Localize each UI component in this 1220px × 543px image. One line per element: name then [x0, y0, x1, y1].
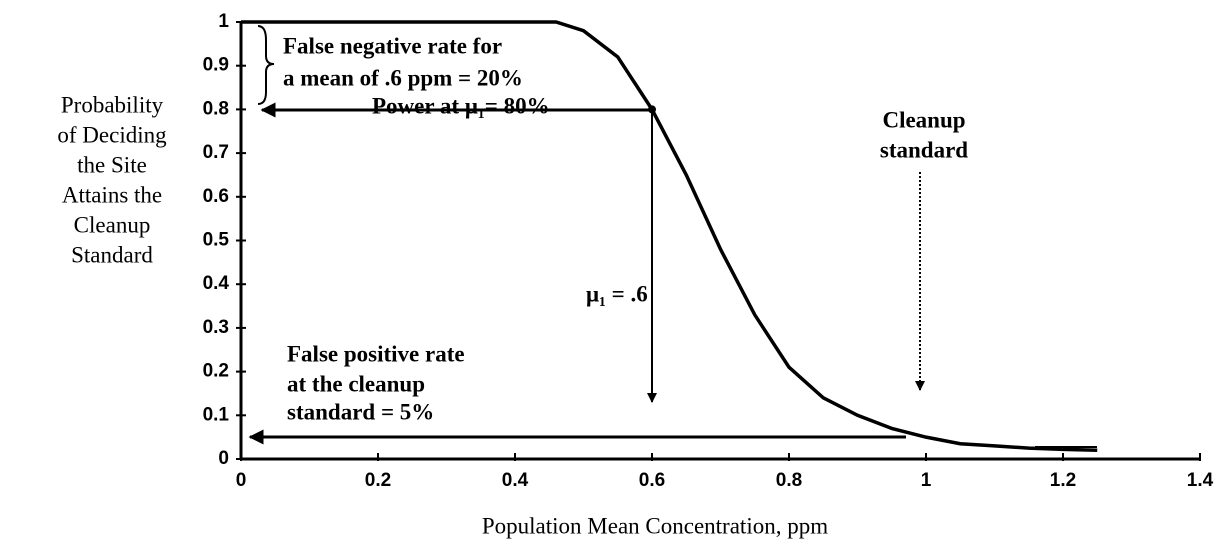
y-tick-label: 0.1	[203, 404, 230, 425]
y-tick-label: 1	[218, 11, 229, 32]
annotation: standard	[880, 137, 968, 162]
curve	[241, 20, 1098, 453]
y-axis-label: the Site	[77, 152, 147, 177]
x-tick-label: 1	[921, 470, 932, 491]
annotation: standard = 5%	[287, 399, 434, 424]
y-tick-label: 0.8	[203, 98, 229, 119]
y-axis-label: Standard	[71, 242, 153, 267]
annotation: a mean of .6 ppm = 20%	[283, 65, 523, 90]
brace	[257, 25, 275, 105]
x-tick-label: 0.2	[365, 470, 391, 491]
annotation: Power at μ₁= 80%	[372, 93, 550, 118]
x-tick-label: 0.4	[502, 470, 529, 491]
y-tick-label: 0.9	[203, 55, 229, 76]
x-tick-label: 1.2	[1050, 470, 1076, 491]
x-tick-label: 0	[236, 470, 247, 491]
y-tick-label: 0	[218, 448, 229, 469]
point	[648, 105, 656, 114]
y-axis-label: Attains the	[62, 182, 162, 207]
annotation: False positive rate	[287, 341, 465, 366]
y-axis-label: of Deciding	[57, 122, 167, 147]
annotation: μ₁ = .6	[586, 281, 648, 306]
y-axis-label: Cleanup	[74, 212, 151, 237]
x-tick-label: 0.6	[639, 470, 665, 491]
y-tick-label: 0.7	[203, 142, 229, 163]
y-tick-label: 0.2	[203, 361, 229, 382]
y-tick-label: 0.4	[203, 273, 230, 294]
x-tick-label: 0.8	[776, 470, 802, 491]
y-axis-label: Probability	[61, 92, 164, 117]
annotation: False negative rate for	[283, 33, 502, 58]
y-tick-label: 0.5	[203, 230, 230, 251]
y-tick-label: 0.6	[203, 186, 229, 207]
y-tick-label: 0.3	[203, 317, 229, 338]
x-tick-label: 1.4	[1187, 470, 1214, 491]
annotation: Cleanup	[882, 107, 965, 132]
annotation: at the cleanup	[287, 371, 425, 396]
x-axis-label: Population Mean Concentration, ppm	[482, 513, 828, 538]
